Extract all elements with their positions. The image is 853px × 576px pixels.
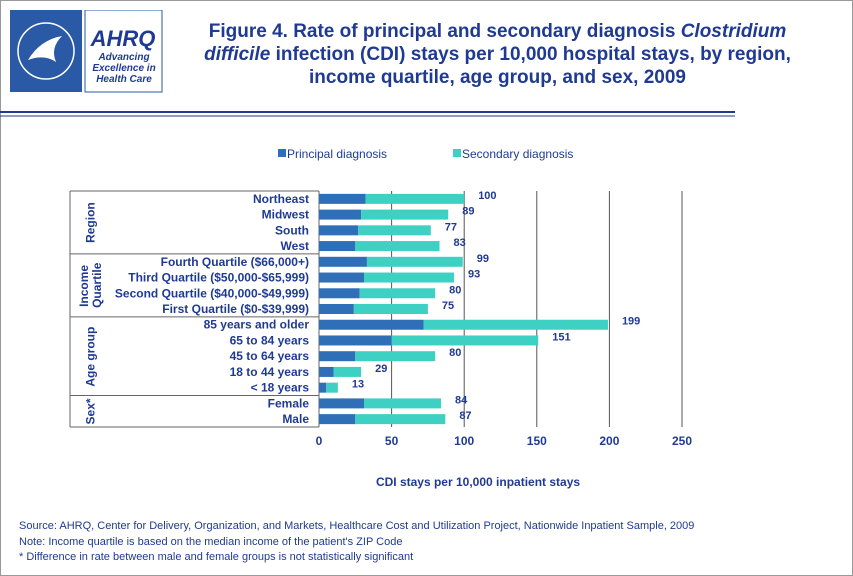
bar-segment xyxy=(423,319,608,330)
total-label: 75 xyxy=(442,300,454,312)
bar-segment xyxy=(319,351,356,362)
bar-segment xyxy=(361,209,449,220)
y-tick-label: Northeast xyxy=(253,192,309,206)
y-tick-label: 85 years and older xyxy=(204,318,310,332)
bar-segment xyxy=(319,241,356,252)
title-part: Figure 4. Rate of principal and secondar… xyxy=(208,21,681,42)
bar-segment xyxy=(319,193,366,204)
title-part: infection (CDI) stays per 10,000 hospita… xyxy=(270,44,791,88)
y-tick-label: Third Quartile ($50,000-$65,999) xyxy=(128,271,309,285)
legend-swatch xyxy=(278,149,286,157)
bar-segment xyxy=(358,225,431,236)
group-label: Age group xyxy=(83,326,98,387)
logo-tagline: Advancing Excellence in Health Care xyxy=(92,52,156,85)
total-label: 151 xyxy=(552,331,570,343)
x-tick-label: 100 xyxy=(454,434,474,448)
bar-segment xyxy=(319,209,362,220)
bar-segment xyxy=(353,304,428,314)
legend-label: Secondary diagnosis xyxy=(462,147,573,161)
note: Note: Income quartile is based on the me… xyxy=(19,535,403,548)
bar-segment xyxy=(319,414,356,425)
x-tick-label: 150 xyxy=(527,434,547,448)
y-tick-label: 45 to 64 years xyxy=(230,349,310,363)
total-label: 13 xyxy=(352,379,364,391)
legend-label: Principal diagnosis xyxy=(287,147,387,161)
y-tick-label: Second Quartile ($40,000-$49,999) xyxy=(115,286,309,300)
bar-segment xyxy=(319,288,360,299)
bar-segment xyxy=(319,304,354,314)
logo: AHRQ xyxy=(10,10,163,93)
total-label: 29 xyxy=(375,363,387,375)
bar-segment xyxy=(319,398,365,409)
seal-eagle xyxy=(28,36,62,62)
note: Source: AHRQ, Center for Delivery, Organ… xyxy=(19,520,695,532)
total-label: 100 xyxy=(478,190,496,202)
bar-segment xyxy=(319,256,367,267)
bar-segment xyxy=(391,335,539,346)
y-tick-label: Midwest xyxy=(262,208,309,222)
bar-segment xyxy=(319,225,359,236)
total-label: 77 xyxy=(445,221,457,233)
total-label: 93 xyxy=(468,269,480,281)
total-label: 99 xyxy=(477,253,489,265)
total-label: 80 xyxy=(449,347,461,359)
y-tick-label: 18 to 44 years xyxy=(230,365,310,379)
bar-segment xyxy=(319,319,424,330)
y-tick-label: South xyxy=(275,223,309,237)
bar-segment xyxy=(365,193,465,204)
x-tick-label: 200 xyxy=(599,434,619,448)
chart-title: Figure 4. Rate of principal and secondar… xyxy=(180,20,815,89)
bar-segment xyxy=(333,366,362,377)
bar-segment xyxy=(359,288,436,299)
bar-segment xyxy=(355,241,440,252)
title-part: Clostridium difficile xyxy=(204,21,787,65)
bar-segment xyxy=(326,382,338,393)
legend-swatch xyxy=(453,149,461,157)
bar-segment xyxy=(364,272,455,283)
bar-segment xyxy=(319,382,327,393)
total-label: 80 xyxy=(449,284,461,296)
bar-segment xyxy=(319,335,392,346)
bar-segment xyxy=(355,351,436,362)
total-label: 83 xyxy=(454,237,466,249)
bar-segment xyxy=(319,366,334,377)
y-tick-label: Female xyxy=(268,396,310,410)
y-tick-label: Fourth Quartile ($66,000+) xyxy=(161,255,309,269)
x-tick-label: 250 xyxy=(672,434,692,448)
x-axis-title: CDI stays per 10,000 inpatient stays xyxy=(376,475,580,489)
bar-segment xyxy=(364,398,441,409)
total-label: 89 xyxy=(462,206,474,218)
bar-segment xyxy=(355,414,446,425)
group-label: Income Quartile xyxy=(77,262,104,309)
logo-name: AHRQ xyxy=(90,26,156,51)
x-tick-label: 50 xyxy=(385,434,399,448)
total-label: 199 xyxy=(622,316,640,328)
y-tick-label: First Quartile ($0-$39,999) xyxy=(162,302,309,316)
total-label: 84 xyxy=(455,394,468,406)
group-label: Region xyxy=(83,202,98,243)
y-tick-label: 65 to 84 years xyxy=(230,333,310,347)
y-tick-label: Male xyxy=(282,412,309,426)
group-label: Sex* xyxy=(83,398,98,425)
y-tick-label: West xyxy=(281,239,309,253)
x-tick-label: 0 xyxy=(316,434,323,448)
bar-segment xyxy=(366,256,463,267)
note: * Difference in rate between male and fe… xyxy=(19,551,414,563)
seal-ring xyxy=(17,22,75,80)
bar-segment xyxy=(319,272,365,283)
ahrq-box xyxy=(84,10,163,93)
y-tick-label: < 18 years xyxy=(251,381,310,395)
total-label: 87 xyxy=(459,410,471,422)
